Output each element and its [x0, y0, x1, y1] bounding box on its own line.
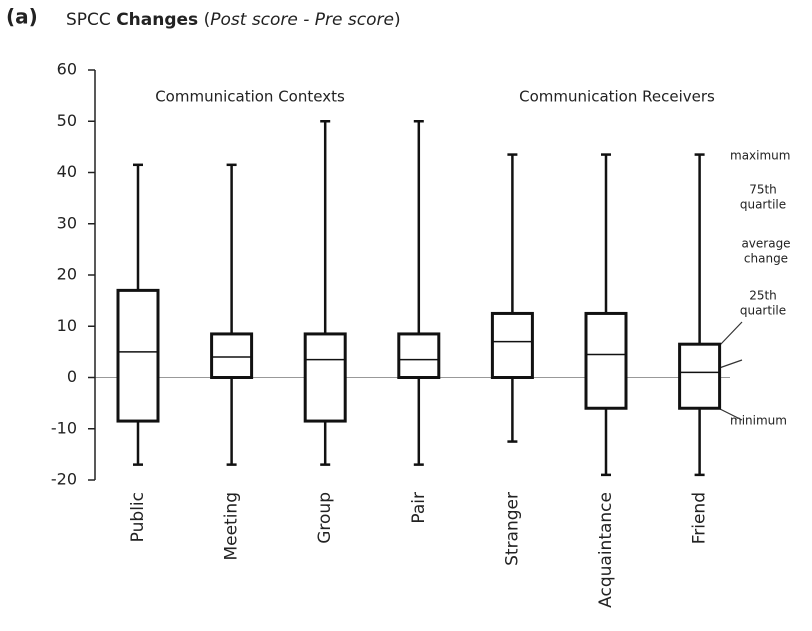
annotation: 25th: [749, 289, 777, 303]
chart-title: SPCC Changes (Post score - Pre score): [66, 10, 401, 30]
box: [116, 288, 160, 423]
title-part: SPCC: [66, 10, 111, 30]
annotation: minimum: [730, 414, 787, 428]
annotation: quartile: [740, 198, 786, 212]
y-tick-label: -20: [51, 470, 77, 489]
y-tick-label: 50: [57, 111, 77, 130]
box: [210, 332, 254, 379]
group-label: Communication Receivers: [519, 88, 715, 106]
y-tick-label: 0: [67, 367, 77, 386]
x-tick-label: Acquaintance: [596, 492, 616, 608]
annotation: quartile: [740, 304, 786, 318]
x-tick-label: Meeting: [222, 492, 242, 561]
y-tick-label: -10: [51, 418, 77, 437]
box: [678, 342, 722, 410]
title-part: (: [204, 10, 211, 30]
title-part: ): [394, 10, 401, 30]
x-tick-label: Pair: [409, 492, 429, 524]
annotation: average: [741, 237, 790, 251]
annotation: maximum: [730, 149, 790, 163]
box: [584, 311, 628, 410]
x-tick-label: Stranger: [502, 492, 522, 566]
y-tick-label: 60: [57, 60, 77, 79]
annotation: 75th: [749, 183, 777, 197]
box: [490, 311, 534, 379]
title-part: Post score - Pre score: [210, 10, 394, 30]
group-label: Communication Contexts: [155, 88, 345, 106]
annotation-pointer: [719, 408, 743, 421]
x-tick-label: Public: [128, 492, 148, 542]
y-tick-label: 40: [57, 162, 77, 181]
box: [303, 332, 347, 423]
panel-label: (a): [6, 5, 38, 29]
box: [397, 332, 441, 379]
y-tick-label: 20: [57, 265, 77, 284]
annotation: change: [744, 252, 788, 266]
title-part: Changes: [116, 10, 198, 30]
y-tick-label: 10: [57, 316, 77, 335]
x-tick-label: Group: [315, 492, 335, 544]
annotation-pointer: [719, 321, 743, 346]
y-tick-label: 30: [57, 213, 77, 232]
x-tick-label: Friend: [690, 492, 710, 544]
